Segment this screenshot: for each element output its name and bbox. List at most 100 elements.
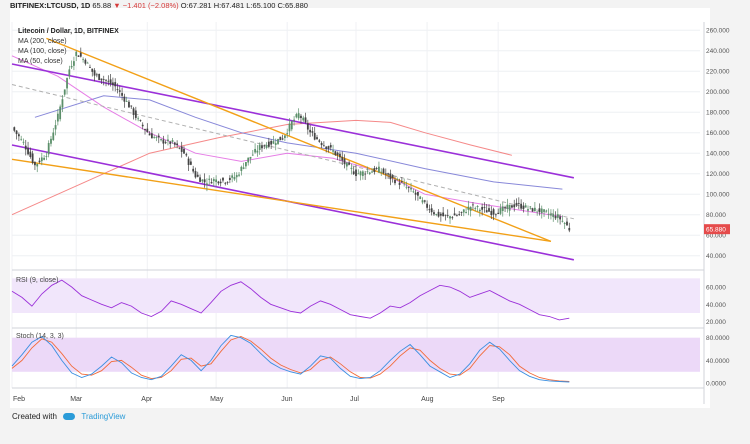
candle-body xyxy=(566,221,568,226)
candle-body xyxy=(185,154,188,156)
candle-body xyxy=(561,220,564,222)
candle-body xyxy=(258,144,261,150)
candle-body xyxy=(155,137,158,138)
candle-body xyxy=(231,175,234,178)
candle-body xyxy=(446,214,449,216)
symbol-header: BITFINEX:LTCUSD, 1D 65.88 ▼ −1.401 (−2.0… xyxy=(10,0,308,12)
candle-body xyxy=(428,209,431,211)
candle-body xyxy=(167,139,169,141)
candle-body xyxy=(529,206,532,208)
time-tick-label: Mar xyxy=(70,396,83,403)
candle-body xyxy=(364,173,367,175)
candle-body xyxy=(180,146,183,152)
candle-body xyxy=(527,209,529,211)
candle-body xyxy=(75,51,78,56)
candle-body xyxy=(148,133,151,136)
candle-body xyxy=(91,68,94,72)
price-tick-label: 220.000 xyxy=(706,69,730,76)
candle-body xyxy=(483,207,486,209)
candle-body xyxy=(146,128,149,133)
candle-body xyxy=(132,108,135,115)
candle-body xyxy=(24,145,27,150)
candle-body xyxy=(568,227,571,231)
candle-body xyxy=(520,203,523,209)
candle-body xyxy=(27,147,29,155)
candle-body xyxy=(467,206,470,210)
candle-body xyxy=(130,105,133,107)
candle-body xyxy=(89,67,91,68)
candle-body xyxy=(341,156,344,161)
candle-body xyxy=(86,62,89,64)
candle-body xyxy=(233,176,236,180)
candle-body xyxy=(550,213,552,216)
rsi-tick-label: 20.000 xyxy=(706,319,726,326)
candle-body xyxy=(13,127,16,131)
candle-body xyxy=(47,143,50,155)
candle-body xyxy=(169,141,172,144)
candle-body xyxy=(219,181,222,184)
candle-body xyxy=(226,181,229,183)
candle-body xyxy=(171,140,174,142)
price-tick-label: 100.000 xyxy=(706,192,730,199)
candle-body xyxy=(95,74,98,76)
candle-body xyxy=(105,79,107,81)
footer: Created with TradingView xyxy=(12,412,125,421)
candle-body xyxy=(490,210,493,216)
tradingview-link[interactable]: TradingView xyxy=(81,412,126,421)
candle-body xyxy=(504,207,506,209)
candle-body xyxy=(178,147,181,149)
stoch-d-line xyxy=(11,336,570,382)
time-tick-label: Aug xyxy=(421,396,434,403)
candle-body xyxy=(306,123,309,130)
candle-body xyxy=(348,162,351,165)
candle-body xyxy=(439,213,442,216)
candle-body xyxy=(222,177,224,181)
candle-body xyxy=(79,52,82,57)
candle-body xyxy=(100,78,103,81)
candle-body xyxy=(458,214,461,215)
candle-body xyxy=(295,114,298,118)
candle-body xyxy=(137,118,140,120)
candle-body xyxy=(256,150,259,153)
candle-body xyxy=(407,187,410,188)
rsi-tick-label: 60.000 xyxy=(706,285,726,292)
candle-body xyxy=(93,70,96,76)
candle-body xyxy=(421,200,424,203)
candle-body xyxy=(435,213,438,215)
legend-ma200: MA (200, close) xyxy=(18,38,67,45)
candle-body xyxy=(84,59,87,64)
candle-body xyxy=(391,175,394,178)
candle-body xyxy=(322,145,325,147)
candle-body xyxy=(125,100,128,102)
price-tick-label: 180.000 xyxy=(706,110,730,117)
candle-body xyxy=(228,177,231,180)
candle-body xyxy=(451,217,454,219)
overlay-lines-layer xyxy=(11,37,575,261)
candle-body xyxy=(242,167,245,169)
candle-body xyxy=(417,191,419,196)
candle-body xyxy=(547,213,550,215)
candle-body xyxy=(345,162,348,167)
last-price-tag xyxy=(704,224,730,235)
candle-body xyxy=(373,168,376,173)
last-price-label: 65.880 xyxy=(706,227,726,234)
candle-body xyxy=(320,142,323,146)
time-tick-label: Jun xyxy=(281,396,292,403)
channel-upper-trendline xyxy=(11,63,575,179)
candle-body xyxy=(311,131,314,133)
candle-body xyxy=(277,138,279,144)
price-tick-label: 60.000 xyxy=(706,233,726,240)
candle-body xyxy=(240,166,243,171)
candle-body xyxy=(552,213,555,218)
candle-body xyxy=(533,207,536,211)
candle-body xyxy=(267,141,270,147)
candle-body xyxy=(412,191,415,193)
candle-body xyxy=(217,181,220,184)
candles-layer xyxy=(13,47,571,233)
candle-body xyxy=(538,208,541,212)
ohlc-values: O:67.281 H:67.481 L:65.100 C:65.880 xyxy=(180,1,308,10)
candle-body xyxy=(114,82,117,87)
candle-body xyxy=(465,212,467,213)
stoch-k-line xyxy=(11,334,570,383)
